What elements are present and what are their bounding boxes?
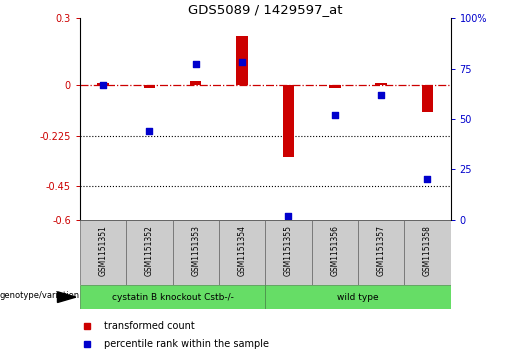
Text: GSM1151352: GSM1151352: [145, 225, 154, 276]
Bar: [404, 220, 451, 285]
Title: GDS5089 / 1429597_at: GDS5089 / 1429597_at: [188, 3, 342, 16]
Point: [192, 62, 200, 68]
Bar: [80, 220, 126, 285]
Point: [284, 213, 293, 219]
Bar: [219, 220, 265, 285]
Bar: [329, 85, 340, 87]
Text: percentile rank within the sample: percentile rank within the sample: [104, 339, 269, 349]
Text: GSM1151356: GSM1151356: [330, 225, 339, 276]
Text: GSM1151351: GSM1151351: [98, 225, 108, 276]
Bar: [265, 220, 312, 285]
Bar: [144, 85, 155, 87]
Text: GSM1151353: GSM1151353: [191, 225, 200, 276]
Bar: [80, 285, 265, 309]
Point: [377, 92, 385, 98]
Bar: [97, 83, 109, 85]
Text: GSM1151358: GSM1151358: [423, 225, 432, 276]
Point: [145, 128, 153, 134]
Text: GSM1151355: GSM1151355: [284, 225, 293, 276]
Bar: [236, 36, 248, 85]
Point: [238, 60, 246, 65]
Bar: [375, 83, 387, 85]
Bar: [283, 85, 294, 157]
Text: genotype/variation: genotype/variation: [0, 291, 80, 301]
Polygon shape: [58, 292, 76, 302]
Point: [99, 82, 107, 87]
Bar: [358, 220, 404, 285]
Point: [331, 112, 339, 118]
Bar: [265, 285, 451, 309]
Point: [423, 176, 432, 182]
Text: GSM1151354: GSM1151354: [237, 225, 247, 276]
Bar: [422, 85, 433, 112]
Bar: [190, 81, 201, 85]
Text: wild type: wild type: [337, 293, 379, 302]
Text: transformed count: transformed count: [104, 321, 195, 331]
Text: GSM1151357: GSM1151357: [376, 225, 386, 276]
Text: cystatin B knockout Cstb-/-: cystatin B knockout Cstb-/-: [112, 293, 233, 302]
Bar: [126, 220, 173, 285]
Bar: [312, 220, 358, 285]
Bar: [173, 220, 219, 285]
